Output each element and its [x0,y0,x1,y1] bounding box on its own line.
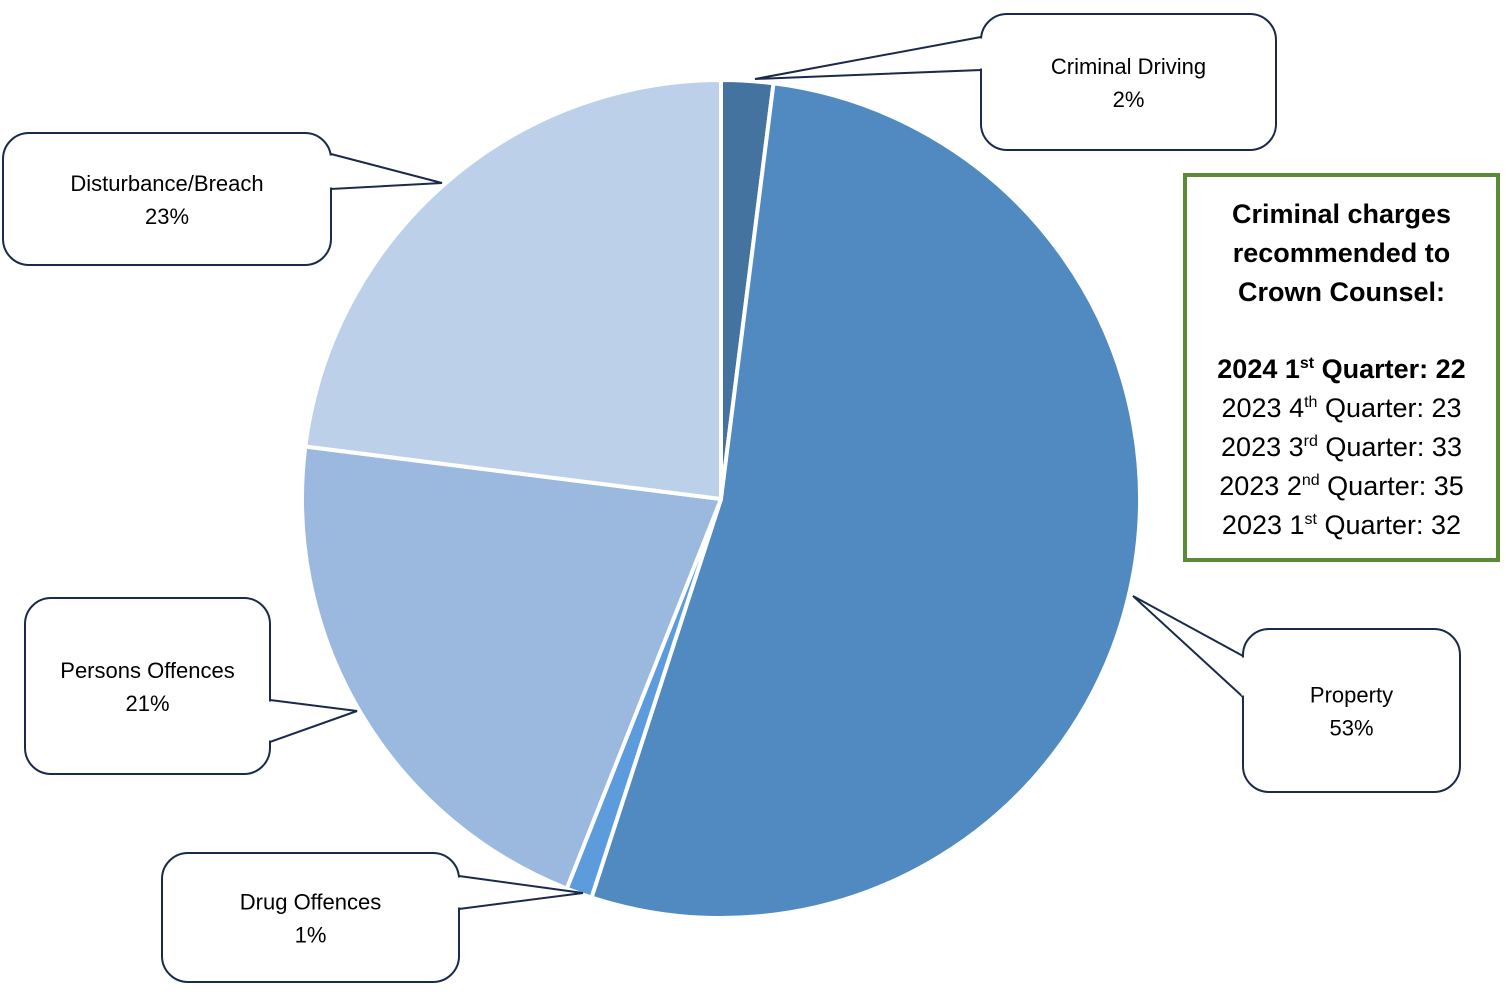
slice-value-label: 23% [145,204,189,229]
slice-label: Drug Offences [240,890,381,915]
callout-box [24,597,271,775]
summary-line-suffix: st [1299,355,1315,372]
slice-value-label: 1% [295,923,327,948]
callouts: Criminal Driving 2% Property 53% Drug Offenc… [2,13,1461,983]
callout-drug-offences: Drug Offences 1% [161,852,461,983]
summary-line-num: 2 [1286,471,1302,501]
summary-line-suffix: rd [1303,433,1318,450]
callout-leader [754,35,982,80]
pie-slice-persons-offences [300,444,723,891]
slice-value-label: 2% [1113,87,1145,112]
summary-title: Criminal charges recommended to Crown Co… [1231,199,1452,307]
summary-line-num: 1 [1289,510,1305,540]
slice-value-label: 21% [125,691,169,716]
pie-slices [300,78,1142,920]
summary-line-suffix: st [1304,511,1317,528]
summary-line-year: 2023 [1219,471,1280,501]
callout-box [1242,628,1461,793]
summary-line-num: 1 [1284,354,1300,384]
callout-property: Property 53% [1241,628,1461,793]
callout-leader [330,152,443,191]
slice-label: Persons Offences [60,658,234,683]
summary-line-year: 2023 [1221,432,1282,462]
pie-slice-disturbance-breach [303,78,723,501]
summary-line-suffix: th [1304,394,1318,411]
summary-line: 2023 2nd Quarter: 35 [1187,467,1496,506]
summary-line: 2023 4th Quarter: 23 [1187,389,1496,428]
slice-label: Disturbance/Breach [70,171,263,196]
summary-line-year: 2023 [1221,510,1282,540]
callout-leader [1132,595,1244,700]
callout-criminal-driving: Criminal Driving 2% [979,13,1277,151]
callout-leader [269,698,358,744]
summary-line-suffix: nd [1301,472,1320,489]
callout-box [161,852,460,983]
charges-summary-box: Criminal charges recommended to Crown Co… [1183,173,1500,562]
slice-label: Property [1310,683,1393,708]
summary-line-rest: Quarter: 22 [1314,354,1466,384]
summary-line-year: 2023 [1221,393,1282,423]
summary-line-num: 4 [1289,393,1305,423]
callout-persons-offences: Persons Offences 21% [24,597,272,775]
pie-slice-property [589,81,1142,920]
summary-line: 2024 1st Quarter: 22 [1187,350,1496,389]
summary-line-rest: Quarter: 32 [1317,510,1462,540]
summary-line-rest: Quarter: 23 [1317,393,1462,423]
summary-lines: 2024 1st Quarter: 22 2023 4th Quarter: 2… [1187,350,1496,545]
callout-leaders [269,35,1244,911]
summary-line-rest: Quarter: 33 [1317,432,1462,462]
callout-box [980,13,1277,151]
summary-line-rest: Quarter: 35 [1319,471,1464,501]
callout-box [2,132,332,266]
summary-line: 2023 1st Quarter: 32 [1187,506,1496,545]
slice-label: Criminal Driving [1051,54,1206,79]
summary-line: 2023 3rd Quarter: 33 [1187,428,1496,467]
callout-disturbance-breach: Disturbance/Breach 23% [2,132,333,266]
slice-value-label: 53% [1329,716,1373,741]
summary-line-num: 3 [1288,432,1304,462]
summary-line-year: 2024 [1217,354,1278,384]
